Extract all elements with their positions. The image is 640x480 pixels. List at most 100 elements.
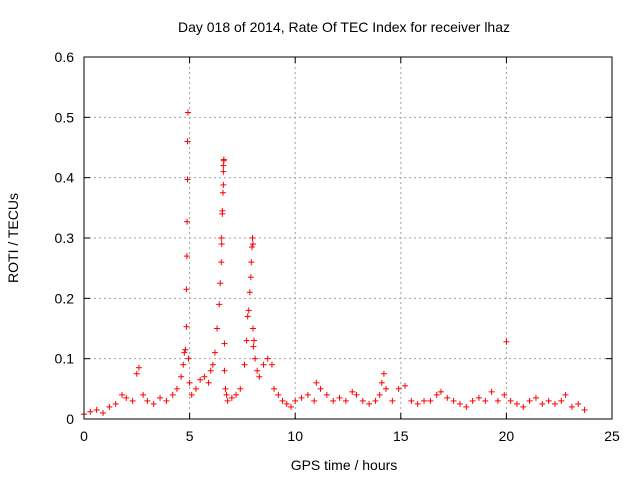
data-point: [581, 406, 588, 413]
data-point: [184, 109, 191, 116]
data-point: [221, 340, 228, 347]
data-point: [228, 394, 235, 401]
data-point: [336, 394, 343, 401]
data-point: [501, 391, 508, 398]
x-axis-label: GPS time / hours: [291, 457, 398, 473]
x-tick-label: 25: [604, 428, 620, 444]
data-point: [311, 397, 318, 404]
data-point: [558, 397, 565, 404]
data-point: [551, 400, 558, 407]
data-point: [421, 397, 428, 404]
data-point: [395, 385, 402, 392]
data-point: [249, 241, 256, 248]
data-point: [545, 397, 552, 404]
data-point: [562, 391, 569, 398]
data-point: [185, 355, 192, 362]
plot-frame: [83, 56, 613, 420]
data-points: [81, 109, 588, 418]
data-point: [376, 391, 383, 398]
data-point: [219, 189, 226, 196]
data-point: [372, 397, 379, 404]
y-axis-label: ROTI / TECUs: [5, 193, 21, 283]
data-point: [256, 373, 263, 380]
data-point: [244, 313, 251, 320]
data-point: [183, 286, 190, 293]
data-point: [380, 370, 387, 377]
y-tick-label: 0.6: [55, 49, 75, 65]
data-point: [218, 235, 225, 241]
data-point: [173, 385, 180, 392]
y-tick-label: 0: [66, 411, 74, 427]
data-point: [260, 361, 267, 368]
data-point: [513, 400, 520, 407]
data-point: [220, 168, 227, 175]
data-point: [252, 355, 259, 362]
data-point: [526, 397, 533, 404]
data-point: [488, 388, 495, 395]
data-point: [279, 397, 286, 404]
x-tick-label: 15: [393, 428, 409, 444]
grid-lines: [84, 57, 612, 419]
data-point: [539, 400, 546, 407]
data-point: [342, 397, 349, 404]
data-point: [427, 397, 434, 404]
data-point: [469, 397, 476, 404]
data-point: [219, 207, 226, 214]
data-point: [251, 337, 258, 344]
data-point: [201, 373, 208, 380]
x-tick-label: 5: [186, 428, 194, 444]
y-tick-label: 0.4: [55, 170, 75, 186]
data-point: [192, 385, 199, 392]
data-point: [223, 391, 230, 398]
data-point: [211, 349, 218, 356]
data-point: [129, 397, 136, 404]
data-point: [87, 408, 94, 415]
data-point: [408, 397, 415, 404]
data-point: [184, 218, 191, 225]
data-point: [216, 301, 223, 308]
data-point: [184, 138, 191, 145]
y-tick-label: 0.1: [55, 351, 75, 367]
data-point: [220, 156, 227, 163]
data-point: [304, 391, 311, 398]
data-point: [482, 397, 489, 404]
data-point: [220, 181, 227, 188]
data-point: [287, 403, 294, 410]
data-point: [181, 349, 188, 356]
data-point: [313, 379, 320, 386]
data-point: [178, 373, 185, 380]
data-point: [140, 391, 147, 398]
data-point: [221, 367, 228, 374]
data-point: [248, 244, 255, 251]
data-point: [349, 388, 356, 395]
data-point: [135, 364, 142, 371]
data-point: [214, 325, 221, 332]
data-point: [359, 397, 366, 404]
data-point: [243, 337, 250, 344]
data-point: [245, 307, 252, 314]
data-point: [183, 323, 190, 330]
data-point: [298, 394, 305, 401]
data-point: [157, 394, 164, 401]
axes: 0 5 10 15 20 25 0 0.1 0.2 0.3 0.4 0.5 0.6: [55, 49, 620, 444]
data-point: [575, 400, 582, 407]
data-point: [150, 400, 157, 407]
data-point: [207, 367, 214, 374]
data-point: [182, 346, 189, 353]
data-point: [237, 385, 244, 392]
data-point: [414, 400, 421, 407]
data-point: [366, 400, 373, 407]
chart-title: Day 018 of 2014, Rate Of TEC Index for r…: [178, 19, 510, 35]
data-point: [433, 391, 440, 398]
data-point: [568, 403, 575, 410]
data-point: [112, 400, 119, 407]
data-point: [246, 289, 253, 296]
data-point: [283, 400, 290, 407]
data-point: [205, 379, 212, 386]
data-point: [217, 280, 224, 287]
data-point: [383, 385, 390, 392]
data-point: [247, 274, 254, 281]
data-point: [106, 403, 113, 410]
data-point: [123, 394, 130, 401]
